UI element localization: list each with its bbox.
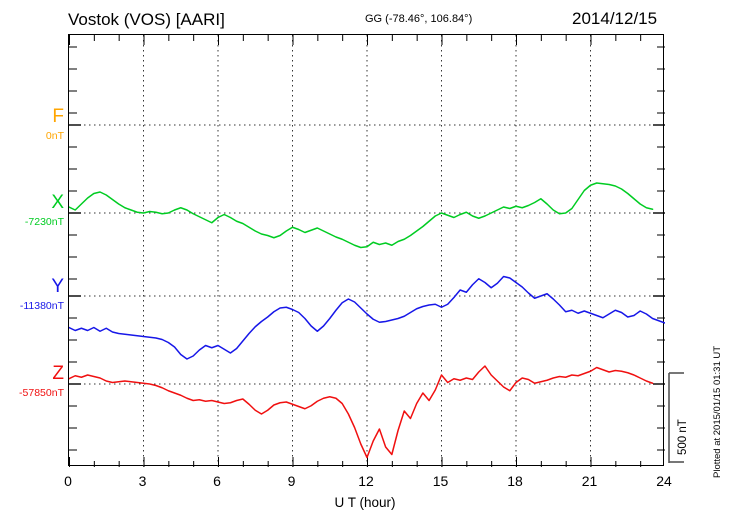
magnetogram-canvas xyxy=(69,35,665,467)
x-tick-label-18: 18 xyxy=(507,473,523,489)
component-letter-Y: Y xyxy=(51,276,64,297)
vertical-gridlines xyxy=(143,35,591,467)
component-baseline-F: 0nT xyxy=(45,130,64,142)
x-tick-label-15: 15 xyxy=(432,473,449,489)
component-baseline-Z: -57850nT xyxy=(19,387,64,399)
x-tick-label-24: 24 xyxy=(656,473,672,489)
trace-Y xyxy=(69,275,665,360)
x-tick-label-6: 6 xyxy=(213,473,221,489)
geographic-coordinates: GG (-78.46°, 106.84°) xyxy=(365,13,473,25)
x-tick-label-3: 3 xyxy=(138,473,147,489)
plotted-timestamp: Plotted at 2015/01/15 01:31 UT xyxy=(712,345,723,478)
plot-frame xyxy=(68,34,665,467)
trace-X xyxy=(69,182,654,249)
x-ticks xyxy=(69,35,642,467)
component-letter-X: X xyxy=(51,192,64,213)
baseline-major-ticks xyxy=(69,124,665,385)
x-axis-title: U T (hour) xyxy=(334,495,396,510)
observation-date: 2014/12/15 xyxy=(572,9,658,28)
component-letter-Z: Z xyxy=(52,363,64,384)
component-letter-F: F xyxy=(52,106,64,127)
y-minor-ticks xyxy=(69,46,665,451)
scale-bar xyxy=(668,372,684,463)
x-tick-label-21: 21 xyxy=(581,473,598,489)
trace-Z xyxy=(69,365,654,459)
station-title: Vostok (VOS) [AARI] xyxy=(68,10,225,29)
data-traces xyxy=(69,182,665,459)
component-baseline-Y: -11380nT xyxy=(19,300,64,312)
x-tick-label-12: 12 xyxy=(358,473,374,489)
x-tick-label-0: 0 xyxy=(64,473,72,489)
scale-bar-label: 500 nT xyxy=(677,419,689,455)
x-tick-label-9: 9 xyxy=(287,473,296,489)
component-baseline-X: -7230nT xyxy=(24,216,64,228)
